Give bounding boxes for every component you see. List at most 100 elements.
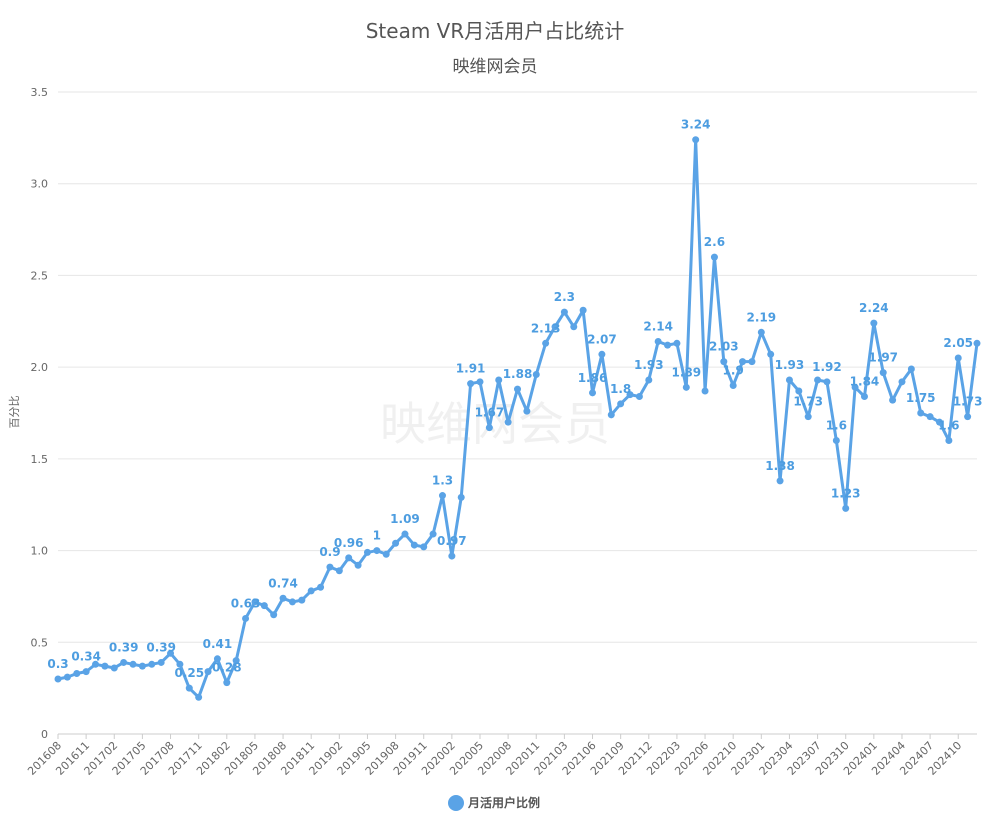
data-point[interactable] <box>814 376 822 384</box>
data-point[interactable] <box>560 308 568 316</box>
data-point[interactable] <box>720 358 728 366</box>
data-point[interactable] <box>373 547 381 555</box>
data-point[interactable] <box>842 504 850 512</box>
data-point[interactable] <box>438 492 446 500</box>
data-point[interactable] <box>664 341 672 349</box>
data-point[interactable] <box>626 391 634 399</box>
data-point[interactable] <box>870 319 878 327</box>
data-point[interactable] <box>917 409 925 417</box>
data-point[interactable] <box>767 350 775 358</box>
data-point[interactable] <box>251 598 259 606</box>
data-point[interactable] <box>92 660 100 668</box>
legend[interactable]: 月活用户比例 <box>448 795 540 811</box>
data-point[interactable] <box>504 418 512 426</box>
data-point[interactable] <box>167 649 175 657</box>
data-point[interactable] <box>270 611 278 619</box>
data-point[interactable] <box>138 662 146 670</box>
data-point[interactable] <box>410 541 418 549</box>
data-point[interactable] <box>382 550 390 558</box>
data-point[interactable] <box>467 380 475 388</box>
data-point[interactable] <box>589 389 597 397</box>
data-point[interactable] <box>682 383 690 391</box>
data-point[interactable] <box>551 323 559 331</box>
data-point[interactable] <box>476 378 484 386</box>
data-point[interactable] <box>645 376 653 384</box>
data-point[interactable] <box>889 396 897 404</box>
data-point[interactable] <box>176 660 184 668</box>
data-point[interactable] <box>579 306 587 314</box>
data-point[interactable] <box>607 411 615 419</box>
data-point[interactable] <box>448 552 456 560</box>
data-point[interactable] <box>832 437 840 445</box>
data-point[interactable] <box>748 358 756 366</box>
data-point[interactable] <box>617 400 625 408</box>
data-point[interactable] <box>345 554 353 562</box>
data-point[interactable] <box>110 664 118 672</box>
data-point[interactable] <box>523 407 531 415</box>
data-point[interactable] <box>157 658 165 666</box>
data-point[interactable] <box>232 657 240 665</box>
data-point[interactable] <box>542 339 550 347</box>
data-point[interactable] <box>926 413 934 421</box>
data-point[interactable] <box>401 530 409 538</box>
data-point[interactable] <box>485 424 493 432</box>
data-point[interactable] <box>363 548 371 556</box>
data-point[interactable] <box>795 387 803 395</box>
data-point[interactable] <box>514 385 521 393</box>
data-point[interactable] <box>570 323 578 331</box>
data-point[interactable] <box>73 669 81 677</box>
data-point[interactable] <box>654 337 662 345</box>
data-point[interactable] <box>204 668 212 676</box>
data-point[interactable] <box>223 679 231 687</box>
data-point[interactable] <box>260 602 268 610</box>
data-point[interactable] <box>532 370 540 378</box>
data-point[interactable] <box>457 493 465 501</box>
data-point[interactable] <box>242 614 250 622</box>
data-point[interactable] <box>823 378 831 386</box>
data-point[interactable] <box>495 376 503 384</box>
data-point[interactable] <box>945 437 953 445</box>
data-point[interactable] <box>307 587 315 595</box>
data-point[interactable] <box>120 658 128 666</box>
data-point[interactable] <box>860 392 868 400</box>
data-point[interactable] <box>129 660 137 668</box>
data-point[interactable] <box>195 693 203 701</box>
data-point[interactable] <box>82 668 90 676</box>
data-point[interactable] <box>279 594 287 602</box>
data-point[interactable] <box>185 684 193 692</box>
data-point[interactable] <box>739 358 747 366</box>
data-point[interactable] <box>298 596 306 604</box>
data-point[interactable] <box>673 339 681 347</box>
data-point[interactable] <box>635 392 643 400</box>
data-point[interactable] <box>776 477 784 485</box>
data-point[interactable] <box>101 662 109 670</box>
data-point[interactable] <box>879 369 887 377</box>
data-point[interactable] <box>429 530 437 538</box>
data-point[interactable] <box>288 598 296 606</box>
data-point[interactable] <box>964 413 972 421</box>
data-point[interactable] <box>317 583 325 591</box>
data-point[interactable] <box>335 567 343 575</box>
data-point[interactable] <box>973 339 981 347</box>
data-point[interactable] <box>898 378 906 386</box>
data-point[interactable] <box>54 675 62 683</box>
data-point[interactable] <box>851 383 859 391</box>
data-point[interactable] <box>935 418 943 426</box>
data-point[interactable] <box>804 413 812 421</box>
data-point[interactable] <box>63 673 71 681</box>
data-point[interactable] <box>757 328 765 336</box>
data-point[interactable] <box>907 365 915 373</box>
data-point[interactable] <box>954 354 962 362</box>
data-point[interactable] <box>785 376 793 384</box>
data-point[interactable] <box>420 543 428 551</box>
data-point[interactable] <box>598 350 606 358</box>
data-point[interactable] <box>354 561 362 569</box>
data-point[interactable] <box>729 381 737 389</box>
data-point[interactable] <box>701 387 709 395</box>
data-point[interactable] <box>326 563 334 571</box>
data-point[interactable] <box>710 253 718 261</box>
data-point[interactable] <box>213 655 221 663</box>
data-point[interactable] <box>392 539 400 547</box>
data-point[interactable] <box>148 660 156 668</box>
data-point[interactable] <box>692 136 700 144</box>
